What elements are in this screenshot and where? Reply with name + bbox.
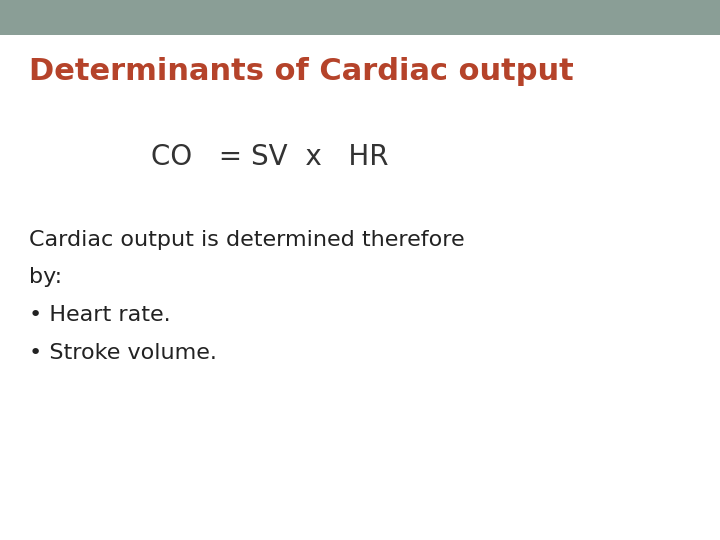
Text: by:: by:	[29, 267, 62, 287]
Bar	[0, 0, 720, 35]
Text: Determinants of Cardiac output: Determinants of Cardiac output	[29, 57, 574, 86]
Text: Cardiac output is determined therefore: Cardiac output is determined therefore	[29, 230, 464, 249]
Text: CO   = SV  x   HR: CO = SV x HR	[151, 143, 389, 171]
Text: • Stroke volume.: • Stroke volume.	[29, 343, 217, 363]
Text: • Heart rate.: • Heart rate.	[29, 305, 171, 325]
